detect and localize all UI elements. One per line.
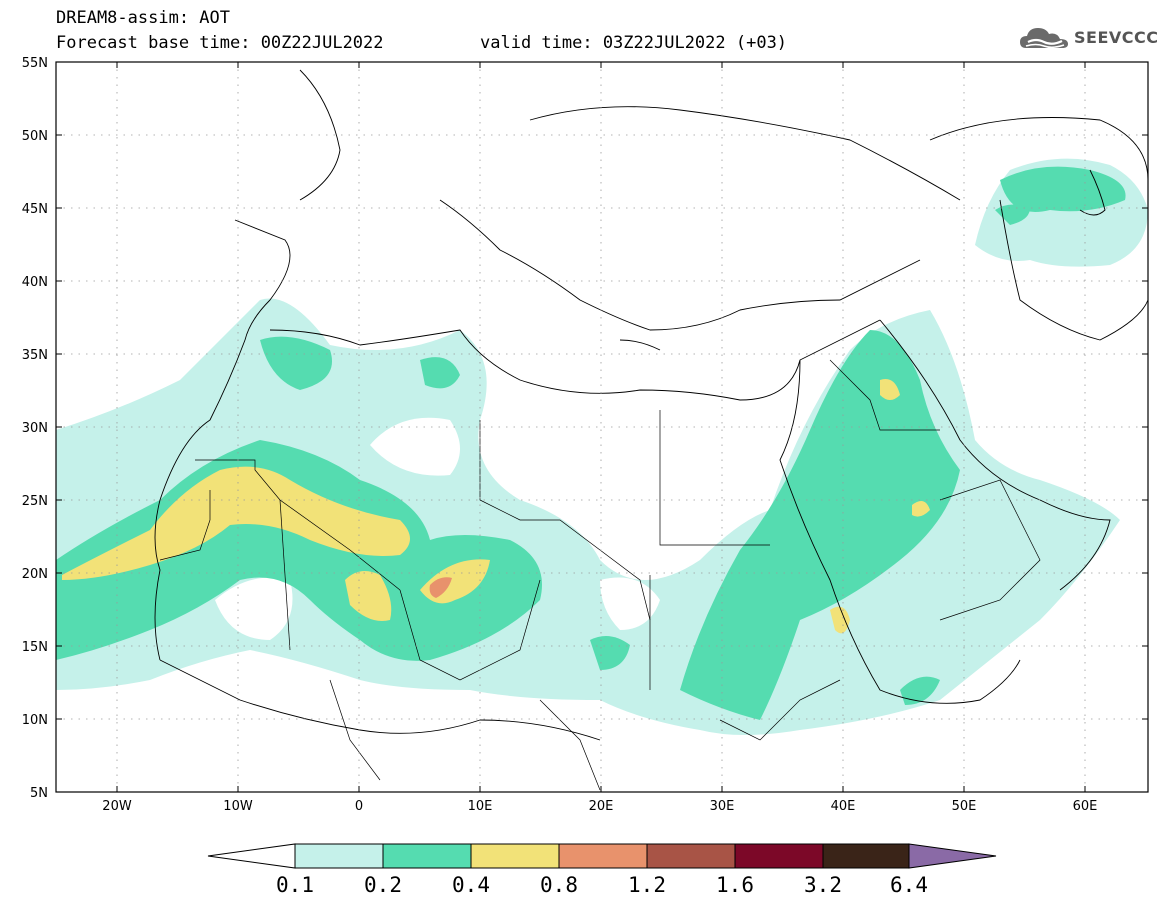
- aot-shade-nile-teal: [680, 330, 960, 720]
- valid-time: valid time: 03Z22JUL2022 (+03): [480, 33, 788, 53]
- lat-label: 45N: [22, 202, 48, 217]
- aot-shade-mauritania-yellow: [62, 466, 410, 580]
- lon-label: 10E: [468, 799, 493, 814]
- colorbar-bin: [382, 843, 472, 869]
- forecast-base-time: Forecast base time: 00Z22JUL2022: [56, 33, 384, 53]
- seevccc-logo: SEEVCCC: [1018, 22, 1158, 54]
- colorbar: [207, 843, 997, 869]
- colorbar-label: 0.4: [452, 873, 490, 897]
- lat-label: 50N: [22, 129, 48, 144]
- lat-label: 20N: [22, 567, 48, 582]
- aot-shade-sahara-teal: [56, 440, 542, 661]
- lat-label: 10N: [22, 713, 48, 728]
- lon-label: 30E: [710, 799, 735, 814]
- colorbar-bin: [558, 843, 648, 869]
- lat-label: 55N: [22, 56, 48, 71]
- colorbar-low-arrow: [207, 843, 296, 869]
- colorbar-labels: 0.1 0.2 0.4 0.8 1.2 1.6 3.2 6.4: [276, 873, 928, 897]
- colorbar-bin: [646, 843, 736, 869]
- lon-labels: 20W 10W 0 10E 20E 30E 40E 50E 60E: [102, 799, 1097, 814]
- colorbar-label: 6.4: [890, 873, 928, 897]
- lon-label: 0: [355, 799, 363, 814]
- colorbar-label: 0.1: [276, 873, 314, 897]
- graticule: [56, 62, 1148, 792]
- lon-label: 20W: [102, 799, 132, 814]
- colorbar-label: 0.2: [364, 873, 402, 897]
- country-borders: [159, 359, 1041, 791]
- map-title: DREAM8-assim: AOT: [56, 8, 230, 28]
- lat-label: 40N: [22, 275, 48, 290]
- lon-label: 10W: [223, 799, 253, 814]
- colorbar-label: 3.2: [804, 873, 842, 897]
- lat-labels: 55N 50N 45N 40N 35N 30N 25N 20N 15N 10N …: [22, 56, 48, 801]
- lat-label: 25N: [22, 494, 48, 509]
- lat-label: 35N: [22, 348, 48, 363]
- colorbar-bin: [294, 843, 384, 869]
- lon-label: 50E: [952, 799, 977, 814]
- aot-field: [56, 158, 1148, 735]
- logo-text: SEEVCCC: [1074, 28, 1159, 47]
- lat-label: 15N: [22, 640, 48, 655]
- lon-label: 40E: [831, 799, 856, 814]
- colorbar-label: 1.2: [628, 873, 666, 897]
- colorbar-bin: [822, 843, 910, 869]
- lon-label: 20E: [589, 799, 614, 814]
- colorbar-label: 1.6: [716, 873, 754, 897]
- colorbar-bin: [470, 843, 560, 869]
- axis-ticks: [56, 62, 1148, 792]
- colorbar-bin: [734, 843, 824, 869]
- lat-label: 30N: [22, 421, 48, 436]
- colorbar-label: 0.8: [540, 873, 578, 897]
- colorbar-high-arrow: [908, 843, 997, 869]
- lat-label: 5N: [30, 786, 48, 801]
- cloud-logo-icon: [1020, 28, 1068, 49]
- coastlines: [154, 69, 1149, 741]
- lon-label: 60E: [1073, 799, 1098, 814]
